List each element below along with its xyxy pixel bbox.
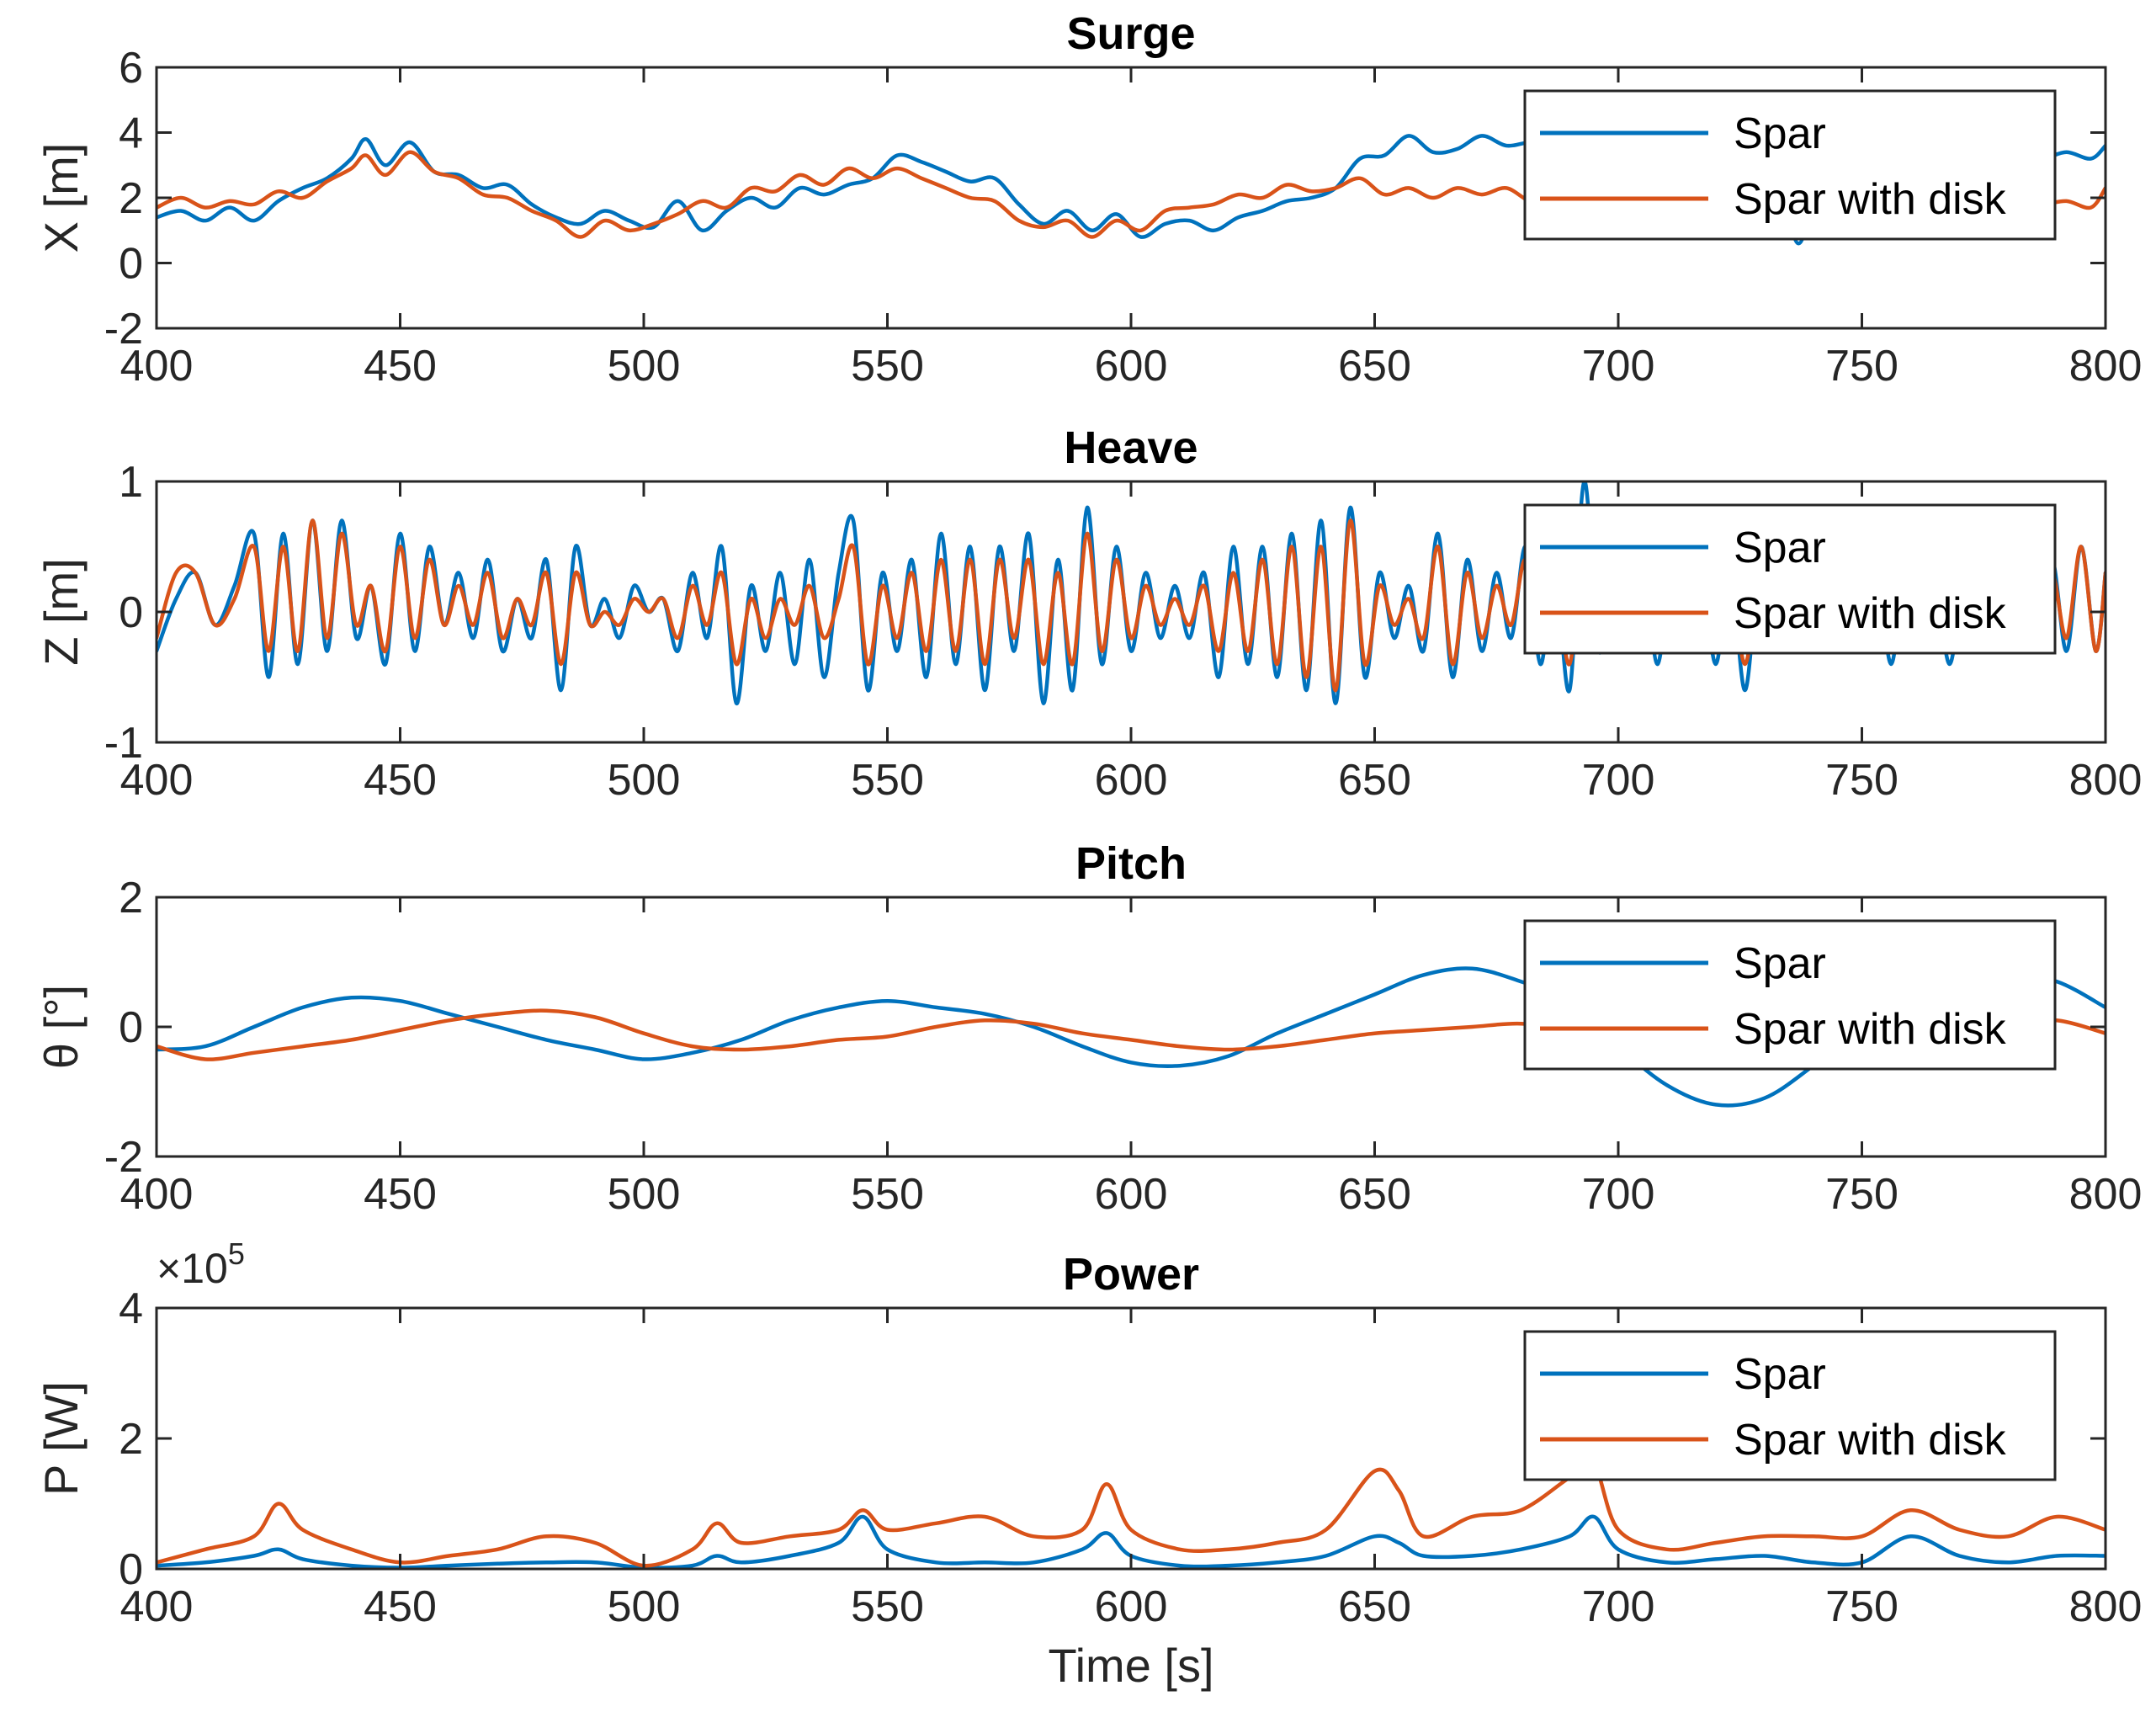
panel-heave: 400 450 500 550 600 650 700 750 800 -1 0 1 Heave Z [m… bbox=[35, 423, 2142, 805]
x-tick-label: 750 bbox=[1825, 1582, 1898, 1631]
x-tick-label: 700 bbox=[1582, 1582, 1655, 1631]
legend-entry: Spar with disk bbox=[1734, 589, 2007, 638]
legend: Spar Spar with disk bbox=[1523, 919, 2057, 1071]
x-tick-label: 400 bbox=[120, 1170, 194, 1219]
y-tick-label: 4 bbox=[119, 109, 143, 158]
x-tick-label: 650 bbox=[1338, 1170, 1411, 1219]
x-tick-label: 700 bbox=[1582, 756, 1655, 805]
x-tick-label: 550 bbox=[851, 342, 924, 391]
x-tick-label: 600 bbox=[1095, 342, 1168, 391]
x-tick-label: 550 bbox=[851, 756, 924, 805]
series-spar bbox=[157, 966, 2106, 1108]
y-axis-label: P [W] bbox=[35, 1381, 88, 1496]
x-tick-label: 700 bbox=[1582, 342, 1655, 391]
y-exponent-label: ×105 bbox=[157, 1236, 245, 1292]
x-tick-label: 450 bbox=[364, 1170, 437, 1219]
x-tick-label: 600 bbox=[1095, 756, 1168, 805]
y-tick-label: 0 bbox=[119, 588, 143, 637]
x-tick-label: 450 bbox=[364, 342, 437, 391]
legend-entry: Spar bbox=[1734, 524, 1826, 572]
panel-title: Surge bbox=[1066, 8, 1195, 59]
y-tick-label: 0 bbox=[119, 1003, 143, 1052]
legend-entry: Spar bbox=[1734, 939, 1826, 988]
series-spar-with-disk bbox=[157, 1459, 2106, 1568]
panel-pitch: 400 450 500 550 600 650 700 750 800 -2 0 2 Pitch θ [°… bbox=[35, 838, 2142, 1219]
x-tick-label: 700 bbox=[1582, 1170, 1655, 1219]
x-tick-label: 800 bbox=[2069, 756, 2143, 805]
legend-entry: Spar bbox=[1734, 1350, 1826, 1399]
panel-power: 400 450 500 550 600 650 700 750 800 0 2 4 Power P [W]… bbox=[35, 1236, 2142, 1692]
y-tick-label: 1 bbox=[119, 458, 143, 507]
y-axis-label: Z [m] bbox=[35, 558, 88, 666]
x-tick-label: 800 bbox=[2069, 1170, 2143, 1219]
x-tick-label: 600 bbox=[1095, 1170, 1168, 1219]
x-tick-label: 600 bbox=[1095, 1582, 1168, 1631]
y-tick-label: 4 bbox=[119, 1284, 143, 1333]
legend-box bbox=[1523, 89, 2057, 241]
legend: Spar Spar with disk bbox=[1523, 89, 2057, 241]
x-tick-label: 750 bbox=[1825, 756, 1898, 805]
panel-title: Heave bbox=[1064, 423, 1197, 473]
x-tick-label: 400 bbox=[120, 342, 194, 391]
x-tick-label: 450 bbox=[364, 756, 437, 805]
y-tick-label: 2 bbox=[119, 874, 143, 922]
x-tick-label: 400 bbox=[120, 1582, 194, 1631]
x-tick-label: 500 bbox=[608, 342, 681, 391]
legend: Spar Spar with disk bbox=[1523, 503, 2057, 655]
legend-entry: Spar with disk bbox=[1734, 1005, 2007, 1054]
y-tick-label: -2 bbox=[104, 1133, 143, 1182]
y-tick-label: 0 bbox=[119, 1545, 143, 1594]
x-tick-label: 500 bbox=[608, 756, 681, 805]
legend-entry: Spar bbox=[1734, 109, 1826, 158]
series-group bbox=[157, 1459, 2106, 1569]
y-tick-label: -1 bbox=[104, 719, 143, 768]
y-axis-label: X [m] bbox=[35, 143, 88, 253]
y-tick-label: 2 bbox=[119, 1415, 143, 1464]
x-tick-label: 650 bbox=[1338, 342, 1411, 391]
y-tick-label: -2 bbox=[104, 305, 143, 354]
x-tick-label: 800 bbox=[2069, 1582, 2143, 1631]
series-spar bbox=[157, 1514, 2106, 1569]
legend-entry: Spar with disk bbox=[1734, 1416, 2007, 1465]
x-tick-label: 800 bbox=[2069, 342, 2143, 391]
x-tick-label: 500 bbox=[608, 1582, 681, 1631]
x-tick-label: 500 bbox=[608, 1170, 681, 1219]
legend: Spar Spar with disk bbox=[1523, 1330, 2057, 1481]
legend-box bbox=[1523, 1330, 2057, 1481]
y-axis-label: θ [°] bbox=[35, 985, 88, 1069]
y-tick-label: 2 bbox=[119, 174, 143, 223]
x-tick-label: 650 bbox=[1338, 1582, 1411, 1631]
y-tick-label: 6 bbox=[119, 44, 143, 93]
x-axis-label: Time [s] bbox=[1048, 1639, 1213, 1692]
legend-box bbox=[1523, 919, 2057, 1071]
x-tick-label: 550 bbox=[851, 1170, 924, 1219]
y-exponent-power: 5 bbox=[228, 1236, 245, 1271]
x-tick-label: 750 bbox=[1825, 1170, 1898, 1219]
x-tick-label: 550 bbox=[851, 1582, 924, 1631]
panel-title: Power bbox=[1063, 1249, 1199, 1300]
legend-box bbox=[1523, 503, 2057, 655]
panel-title: Pitch bbox=[1075, 838, 1187, 889]
legend-entry: Spar with disk bbox=[1734, 175, 2007, 224]
x-tick-label: 750 bbox=[1825, 342, 1898, 391]
x-tick-label: 400 bbox=[120, 756, 194, 805]
x-tick-label: 450 bbox=[364, 1582, 437, 1631]
panel-surge: 400 450 500 550 600 650 700 750 800 -2 0 2 4 6 Surge X … bbox=[35, 8, 2142, 391]
x-tick-label: 650 bbox=[1338, 756, 1411, 805]
y-tick-label: 0 bbox=[119, 240, 143, 289]
